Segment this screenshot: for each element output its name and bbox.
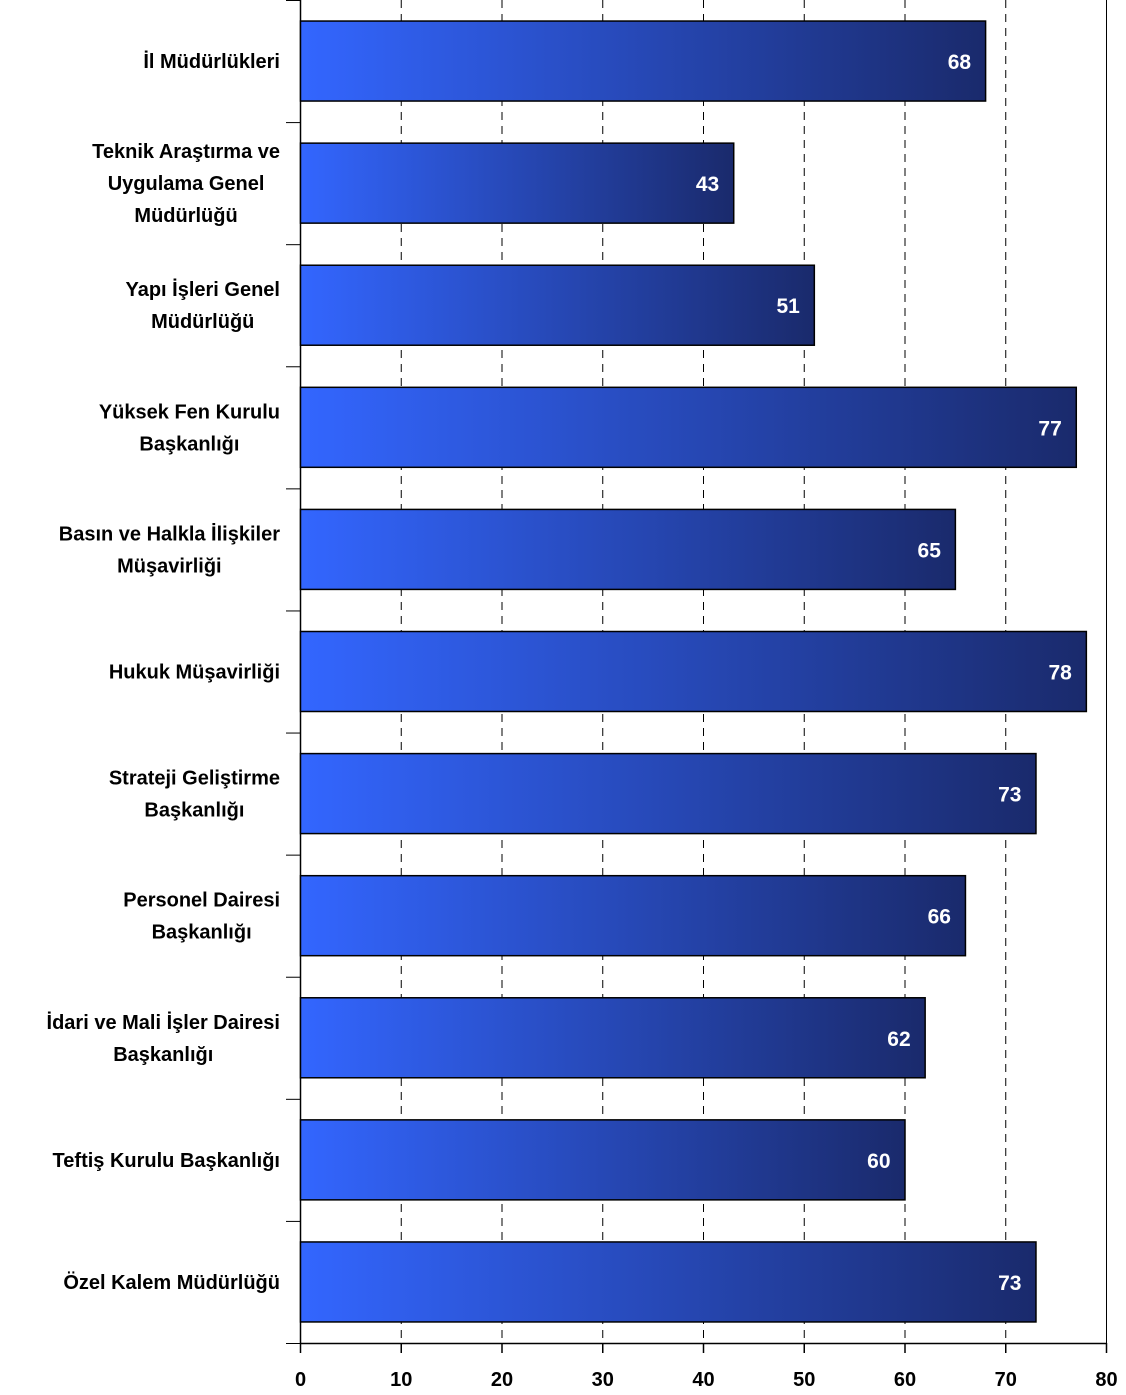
x-tick-label: 0 — [295, 1369, 306, 1391]
category-label: Özel Kalem Müdürlüğü — [63, 1271, 280, 1294]
category-label-line: Uygulama Genel — [108, 173, 265, 195]
bar — [299, 20, 987, 102]
category-label-line: Teftiş Kurulu Başkanlığı — [53, 1150, 280, 1172]
bar — [299, 630, 1088, 713]
x-tick-label: 50 — [793, 1369, 815, 1391]
category-label: Personel Dairesi Başkanlığı — [123, 890, 280, 944]
category-label-line: İdari ve Mali İşler Dairesi — [47, 1011, 280, 1034]
bar — [299, 264, 816, 346]
category-label: Yüksek Fen Kurulu Başkanlığı — [99, 401, 280, 455]
data-label: 78 — [1048, 662, 1072, 685]
data-label: 68 — [948, 51, 972, 74]
category-label-line: İl Müdürlükleri — [143, 50, 280, 73]
x-tick-label: 10 — [390, 1369, 412, 1391]
bars: 68 43 51 77 65 78 73 66 62 60 73 — [299, 20, 1088, 1323]
category-label: Teknik Araştırma ve Uygulama Genel Müdürlü… — [92, 141, 280, 227]
bar — [299, 1241, 1037, 1323]
category-label: Hukuk Müşavirliği — [109, 662, 280, 684]
category-label-line: Başkanlığı — [144, 800, 244, 822]
bar — [299, 874, 967, 957]
x-tick-label: 70 — [995, 1369, 1017, 1391]
category-label-line: Özel Kalem Müdürlüğü — [63, 1271, 280, 1294]
category-label-line: Basın ve Halkla İlişkiler — [59, 522, 280, 545]
category-label: İdari ve Mali İşler Dairesi Başkanlığı — [47, 1011, 280, 1066]
bar — [299, 752, 1037, 835]
category-label-line: Başkanlığı — [113, 1044, 213, 1066]
category-label: Teftiş Kurulu Başkanlığı — [53, 1150, 280, 1172]
category-label-line: Müşavirliği — [117, 555, 221, 577]
category-label: Basın ve Halkla İlişkiler Müşavirliği — [59, 522, 280, 577]
bar — [299, 997, 926, 1079]
category-label-line: Yapı İşleri Genel — [125, 278, 280, 301]
x-axis: 0 10 20 30 40 50 60 70 80 — [295, 1343, 1118, 1391]
x-tick-label: 80 — [1095, 1369, 1117, 1391]
data-label: 43 — [696, 173, 719, 196]
category-label-line: Personel Dairesi — [123, 890, 280, 912]
category-label-line: Teknik Araştırma ve — [92, 141, 280, 163]
category-label-line: Başkanlığı — [139, 433, 239, 455]
bar — [299, 508, 957, 591]
x-tick-label: 30 — [592, 1369, 614, 1391]
bar — [299, 1119, 906, 1201]
bar — [299, 386, 1078, 469]
data-label: 65 — [918, 539, 942, 562]
category-label: Strateji Geliştirme Başkanlığı — [109, 768, 280, 822]
data-label: 73 — [998, 1272, 1021, 1295]
x-tick-label: 40 — [692, 1369, 714, 1391]
data-label: 77 — [1038, 417, 1061, 440]
category-label-line: Yüksek Fen Kurulu — [99, 401, 280, 423]
category-label: Yapı İşleri Genel Müdürlüğü — [125, 278, 280, 333]
category-label-line: Müdürlüğü — [151, 311, 254, 333]
category-label-line: Başkanlığı — [152, 922, 252, 944]
data-label: 51 — [776, 295, 800, 318]
category-label-line: Hukuk Müşavirliği — [109, 662, 280, 684]
data-label: 66 — [928, 906, 951, 929]
data-label: 62 — [887, 1028, 910, 1051]
data-label: 60 — [867, 1150, 890, 1173]
category-label-line: Müdürlüğü — [134, 205, 237, 227]
category-label-line: Strateji Geliştirme — [109, 768, 280, 790]
category-labels: İl Müdürlükleri Teknik Araştırma ve Uygula… — [47, 50, 281, 1294]
x-tick-label: 60 — [894, 1369, 916, 1391]
category-label: İl Müdürlükleri — [143, 50, 280, 73]
x-tick-label: 20 — [491, 1369, 513, 1391]
data-label: 73 — [998, 784, 1021, 807]
bar — [299, 142, 735, 224]
